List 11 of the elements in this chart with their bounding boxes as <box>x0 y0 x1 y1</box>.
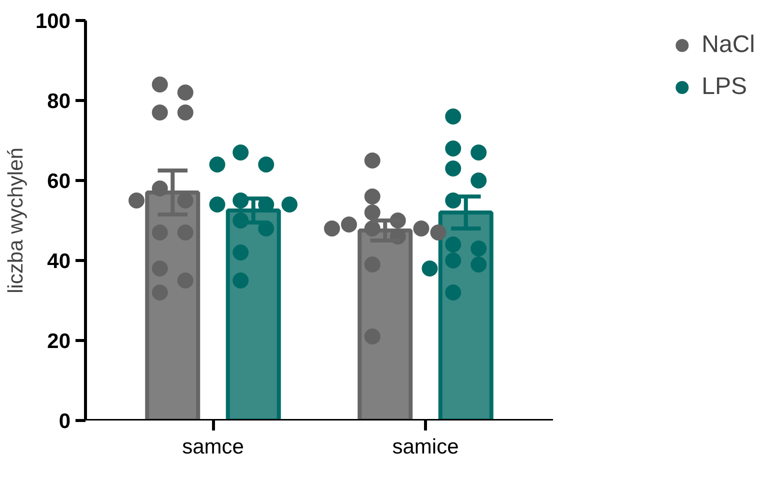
y-tick-label: 60 <box>47 170 70 193</box>
y-tick-label: 100 <box>35 10 71 33</box>
x-tick-label: samice <box>392 436 459 458</box>
y-tick-label: 80 <box>47 90 70 113</box>
y-tick-label: 0 <box>58 410 71 433</box>
legend-label: NaCl <box>702 31 755 59</box>
y-axis-title: liczba wychyleń <box>4 148 28 294</box>
y-tick-label: 40 <box>47 250 70 273</box>
y-tick-label: 20 <box>47 330 70 353</box>
x-tick-label: samce <box>182 436 244 458</box>
legend-label: LPS <box>702 73 748 101</box>
